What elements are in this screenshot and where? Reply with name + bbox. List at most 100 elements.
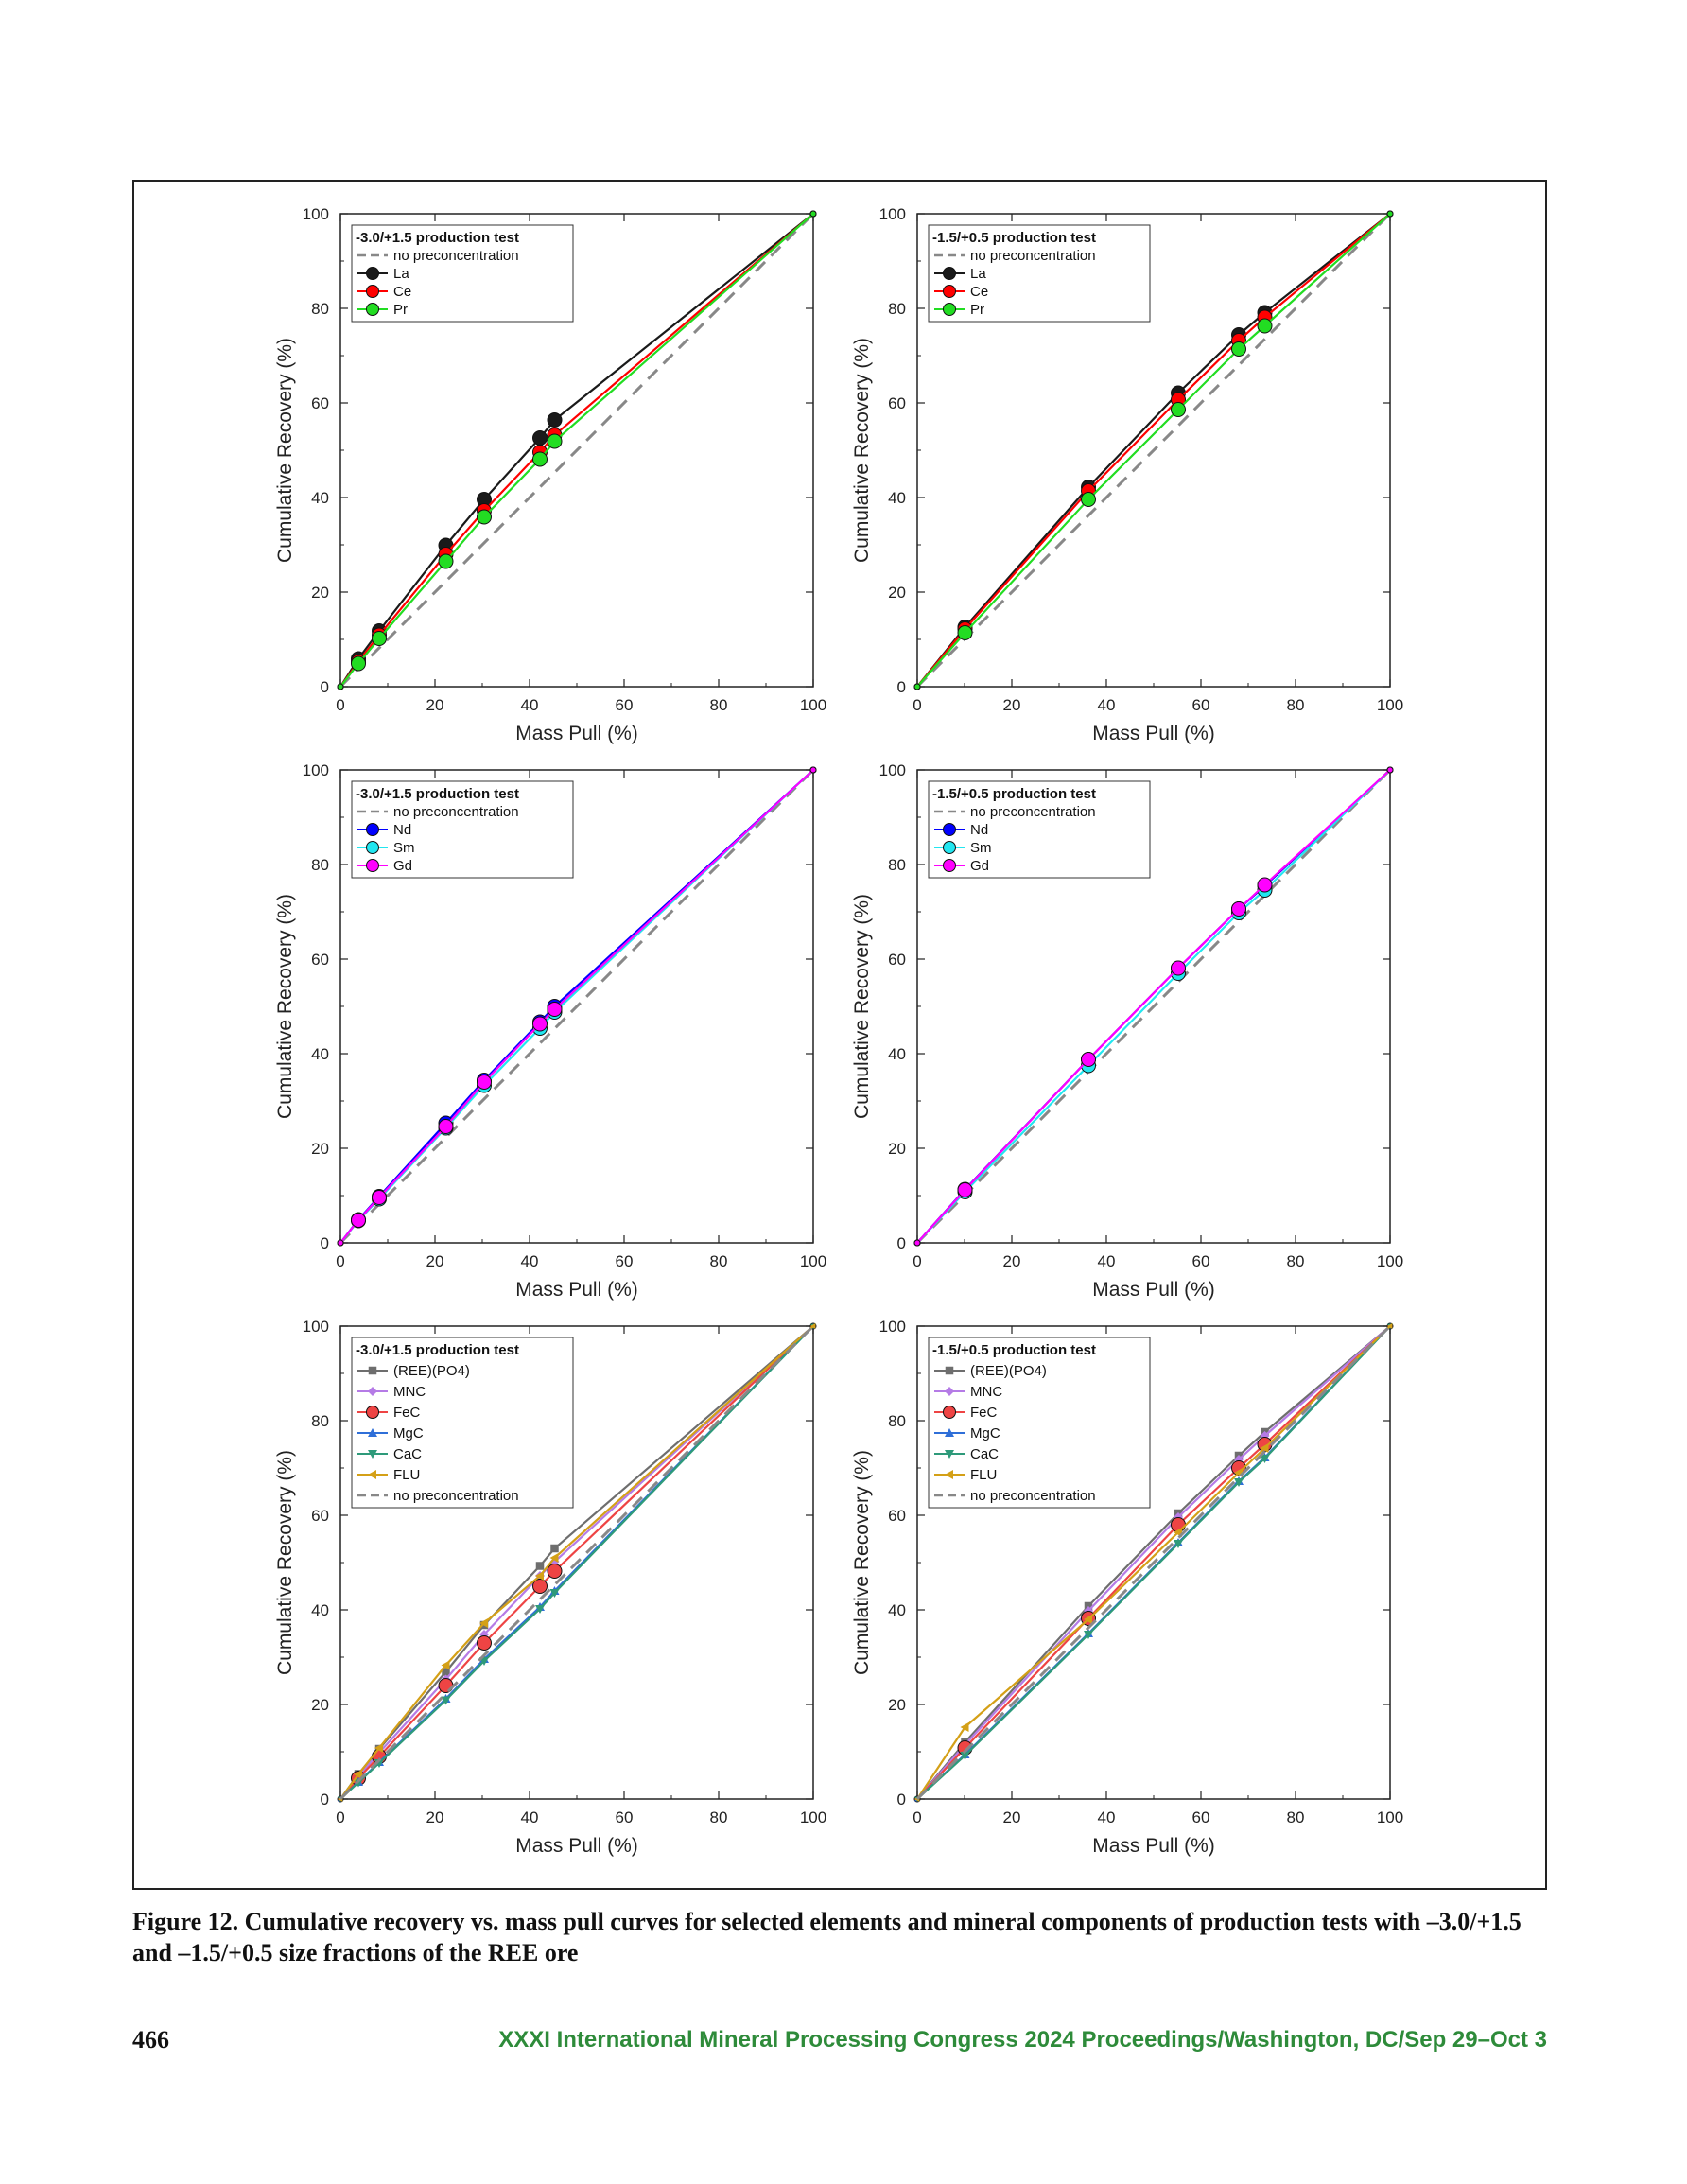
data-point-CaC	[1174, 1540, 1183, 1548]
chart-panel-1: 0 20 40 60 80 100 0 20 40 60 80 100 Mass Pull (%) Cum…	[274, 205, 826, 744]
y-tick-label: 40	[888, 489, 906, 507]
series-line-baseline	[915, 1324, 1392, 1801]
legend-box	[351, 224, 574, 323]
data-point-CaC	[441, 1696, 451, 1705]
legend-label-Sm: Sm	[970, 840, 992, 856]
x-tick-label: 20	[1003, 696, 1021, 714]
data-point-CaC	[549, 1589, 560, 1598]
y-tick-label: 60	[888, 951, 906, 969]
y-tick-label: 40	[888, 1045, 906, 1063]
figure-caption: Figure 12. Cumulative recovery vs. mass …	[132, 1908, 1522, 1966]
legend-label-baseline: no preconcentration	[970, 804, 1096, 820]
y-tick-label: 0	[321, 678, 329, 696]
legend-box	[351, 780, 574, 879]
legend-label-FeC: FeC	[970, 1405, 998, 1421]
chart-panel-5: 0 20 40 60 80 100 0 20 40 60 80 100 Mass Pull (%) Cum…	[274, 1318, 826, 1857]
data-point-FeC	[547, 1564, 563, 1579]
data-point-CaC	[1234, 1478, 1244, 1487]
legend-marker-CaC	[368, 1450, 377, 1459]
legend-label-baseline: no preconcentration	[970, 1488, 1096, 1504]
y-tick-label: 80	[311, 300, 329, 318]
data-point-FLU	[535, 1571, 544, 1581]
x-tick-label: 60	[1192, 1808, 1210, 1826]
y-tick-label: 60	[311, 1507, 329, 1525]
data-point-Gd	[438, 1119, 454, 1134]
legend-label-MNC: MNC	[393, 1384, 426, 1400]
figure-frame	[132, 180, 1547, 1890]
x-tick-label: 60	[616, 1808, 634, 1826]
data-point-La	[547, 412, 563, 428]
legend-title: -3.0/+1.5 production test	[356, 1342, 519, 1358]
data-point-Gd	[1081, 1052, 1096, 1067]
legend-label-Nd: Nd	[393, 822, 411, 838]
y-tick-label: 0	[897, 1791, 906, 1808]
x-tick-label: 60	[616, 696, 634, 714]
y-axis-label: Cumulative Recovery (%)	[851, 338, 873, 563]
y-tick-label: 40	[311, 489, 329, 507]
x-tick-label: 0	[913, 1808, 921, 1826]
y-tick-label: 0	[321, 1791, 329, 1808]
y-tick-label: 0	[321, 1234, 329, 1252]
legend-marker-Nd	[943, 823, 956, 836]
legend: -1.5/+0.5 production test (REE)(PO4) MNC Fe…	[928, 1337, 1151, 1509]
x-axis-label: Mass Pull (%)	[1092, 1835, 1215, 1857]
data-point-Gd	[1231, 901, 1246, 917]
page-number: 466	[132, 2026, 169, 2053]
data-point-FLU	[1084, 1615, 1092, 1624]
data-point-Gd	[351, 1213, 366, 1228]
data-point-Pr	[1081, 492, 1096, 507]
legend-title: -3.0/+1.5 production test	[356, 786, 519, 802]
legend-marker-FeC	[366, 1406, 379, 1419]
data-point-CaC	[1084, 1631, 1093, 1639]
y-tick-label: 100	[879, 205, 906, 223]
x-tick-label: 100	[1377, 696, 1403, 714]
legend-box	[351, 1337, 574, 1509]
y-tick-label: 100	[879, 761, 906, 779]
legend-marker-Ce	[943, 285, 956, 298]
y-tick-label: 100	[303, 761, 329, 779]
x-axis-label: Mass Pull (%)	[515, 1835, 638, 1857]
data-point-FeC	[477, 1635, 492, 1651]
legend-marker-La	[366, 267, 379, 280]
legend-title: -1.5/+0.5 production test	[932, 1342, 1096, 1358]
y-axis-label: Cumulative Recovery (%)	[274, 1450, 296, 1675]
x-tick-label: 100	[800, 1808, 826, 1826]
x-tick-label: 100	[800, 1252, 826, 1270]
data-point-FLU	[1387, 1323, 1393, 1329]
legend-label-baseline: no preconcentration	[393, 248, 519, 264]
y-tick-label: 20	[888, 584, 906, 602]
y-tick-label: 20	[311, 584, 329, 602]
data-point-FLU	[810, 1323, 816, 1329]
legend-box	[928, 1337, 1151, 1509]
y-tick-label: 20	[311, 1140, 329, 1158]
x-tick-label: 0	[913, 696, 921, 714]
series-line-baseline	[915, 768, 1392, 1245]
x-tick-label: 40	[521, 1808, 539, 1826]
legend-marker-Sm	[366, 841, 379, 854]
data-point-Pr	[372, 631, 387, 646]
legend-label-Ce: Ce	[393, 284, 411, 300]
data-point-FLU	[374, 1743, 383, 1753]
legend-label-MNC: MNC	[970, 1384, 1002, 1400]
chart-panel-3: 0 20 40 60 80 100 0 20 40 60 80 100 Mass Pull (%) Cum…	[274, 761, 826, 1301]
legend-label-Gd: Gd	[970, 858, 989, 874]
x-axis-label: Mass Pull (%)	[515, 723, 638, 744]
legend-marker-Ce	[366, 285, 379, 298]
legend: -1.5/+0.5 production test no preconcentra…	[928, 224, 1151, 323]
x-tick-label: 60	[1192, 1252, 1210, 1270]
y-tick-label: 0	[897, 1234, 906, 1252]
y-tick-label: 0	[897, 678, 906, 696]
chart-panel-2: 0 20 40 60 80 100 0 20 40 60 80 100 Mass Pull (%) Cum…	[851, 205, 1403, 744]
publication-footer: XXXI International Mineral Processing Co…	[498, 2027, 1547, 2053]
y-tick-label: 60	[888, 1507, 906, 1525]
legend-label-La: La	[393, 266, 409, 282]
x-tick-label: 40	[1098, 1808, 1116, 1826]
y-tick-label: 20	[888, 1140, 906, 1158]
data-point-Gd	[337, 1239, 344, 1247]
y-tick-label: 100	[303, 205, 329, 223]
x-tick-label: 100	[800, 696, 826, 714]
y-tick-label: 60	[311, 951, 329, 969]
data-point-Pr	[1386, 210, 1394, 218]
x-tick-label: 20	[1003, 1252, 1021, 1270]
x-tick-label: 20	[426, 1808, 444, 1826]
